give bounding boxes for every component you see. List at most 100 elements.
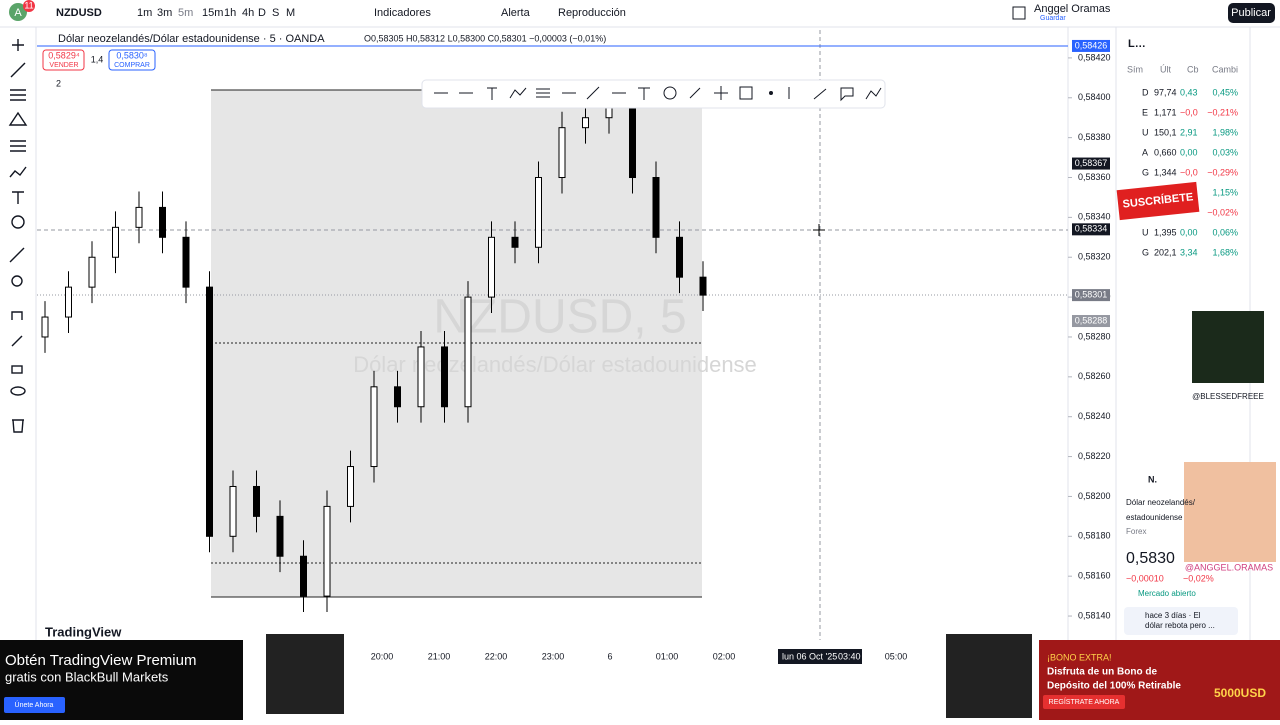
x-tick-label: 01:00 [656,651,679,661]
ad-right-button-text: REGÍSTRATE AHORA [1049,697,1120,706]
y-tick-label: 0,58200 [1078,491,1111,501]
price-tag-label: 0,58288 [1075,315,1108,325]
crosshair-tool[interactable] [12,39,24,51]
lock-tool[interactable] [11,365,23,374]
indicators[interactable]: Indicadores [374,7,431,19]
watchlist-header[interactable]: L… [1128,38,1146,50]
news-1: hace 3 días · El [1145,611,1201,620]
candle-body [370,386,378,468]
save[interactable]: Guardar [1040,15,1066,22]
interval[interactable]: 1h [224,7,236,19]
price-tag [1072,289,1110,302]
column-header: Sím [1127,64,1143,74]
y-tick-label: 0,58420 [1078,52,1111,62]
detail-name-2: estadounidense [1126,513,1183,522]
avatar[interactable] [9,3,27,21]
ad-left-button[interactable] [4,697,65,713]
subscribe-banner[interactable] [1116,181,1200,221]
candle-body [323,505,331,597]
ad-right-text-2: Depósito del 100% Retirable [1047,681,1181,692]
fib-tool[interactable] [10,89,26,101]
symbol[interactable]: NZDUSD [56,7,102,19]
row-last: 202,1 [1154,247,1177,257]
price-tag-label: 0,58334 [1075,224,1108,234]
candle-body [652,177,660,238]
interval[interactable]: 3m [157,7,172,19]
interval[interactable]: 15m [202,7,223,19]
dot-tool [769,91,773,95]
row-change-pct: −0,02% [1207,207,1238,217]
candle-body [676,236,683,278]
row-last: 0,660 [1154,147,1177,157]
detail-change: −0,00010 [1126,573,1164,583]
delete-tool[interactable] [12,419,24,433]
candle-body [535,177,542,248]
candle-body [276,515,284,557]
buy-label: COMPRAR [114,62,150,69]
y-tick-label: 0,58340 [1078,212,1111,222]
row-symbol: E [1142,107,1148,117]
column-header: Cambi [1212,64,1238,74]
qr-right [946,634,1032,718]
candle-body [417,346,425,408]
line-tool[interactable] [10,62,26,78]
candle-body [488,236,495,298]
pattern-tool[interactable] [8,111,28,126]
sell-button[interactable] [42,49,85,71]
zoom-tool[interactable] [11,275,23,287]
interval[interactable]: M [286,7,295,19]
drawing-tools[interactable] [8,39,28,433]
row-last: 1,171 [1154,107,1177,117]
row-change: 0,43 [1180,87,1198,97]
x-tick-label: 20:00 [371,651,394,661]
price-tag [1072,223,1110,236]
spread: 1,4 [91,54,104,64]
alert[interactable]: Alerta [501,7,531,19]
visibility-tool[interactable] [10,386,26,396]
row-last: 150,1 [1154,127,1177,137]
interval[interactable]: 5m [178,7,193,19]
candle-body [464,296,472,408]
cursor [813,224,825,236]
lock-drawing-tool[interactable] [11,335,23,347]
detail-type: Forex [1126,527,1146,536]
checkbox[interactable] [1012,6,1026,20]
row-change: 0,00 [1180,227,1198,237]
interval[interactable]: 4h [242,7,254,19]
detail-change-pct: −0,02% [1183,573,1214,583]
replay[interactable]: Reproducción [558,7,626,19]
interval[interactable]: 1m [137,7,152,19]
publish-button[interactable] [1228,3,1275,23]
detail-symbol: N. [1148,474,1157,484]
brush-tool[interactable] [9,166,27,178]
sell-price: 0,5829⁴ [48,50,80,60]
candle-body [558,127,566,179]
icon-tool[interactable] [11,215,25,229]
user[interactable]: Anggel Oramas [1034,3,1111,15]
text-tool[interactable] [12,191,24,204]
projection-tool[interactable] [10,140,26,152]
interval[interactable]: S [272,7,279,19]
candle-body [206,286,213,537]
indicators-count[interactable]: 2 [56,78,61,88]
detail-status: Mercado abierto [1138,589,1196,598]
candle-body [112,226,119,258]
interval[interactable]: D [258,7,266,19]
ruler-tool[interactable] [9,247,25,263]
x-tick-label: 22:00 [485,651,508,661]
publish[interactable]: Publicar [1231,7,1271,19]
y-tick-label: 0,58260 [1078,371,1111,381]
sell-label: VENDER [49,62,78,69]
ad-right-button[interactable] [1043,695,1125,709]
row-change-pct: 1,98% [1212,127,1238,137]
news-card[interactable] [1124,607,1238,635]
candle-body [511,236,519,248]
badge-count: 11 [24,0,33,10]
magnet-tool[interactable] [11,311,23,320]
buy-button[interactable] [108,49,156,71]
row-change: 0,00 [1180,147,1198,157]
floating-toolbar[interactable] [421,79,886,109]
y-tick-label: 0,58380 [1078,132,1111,142]
qr-instagram [1184,462,1276,562]
y-tick-label: 0,58160 [1078,571,1111,581]
